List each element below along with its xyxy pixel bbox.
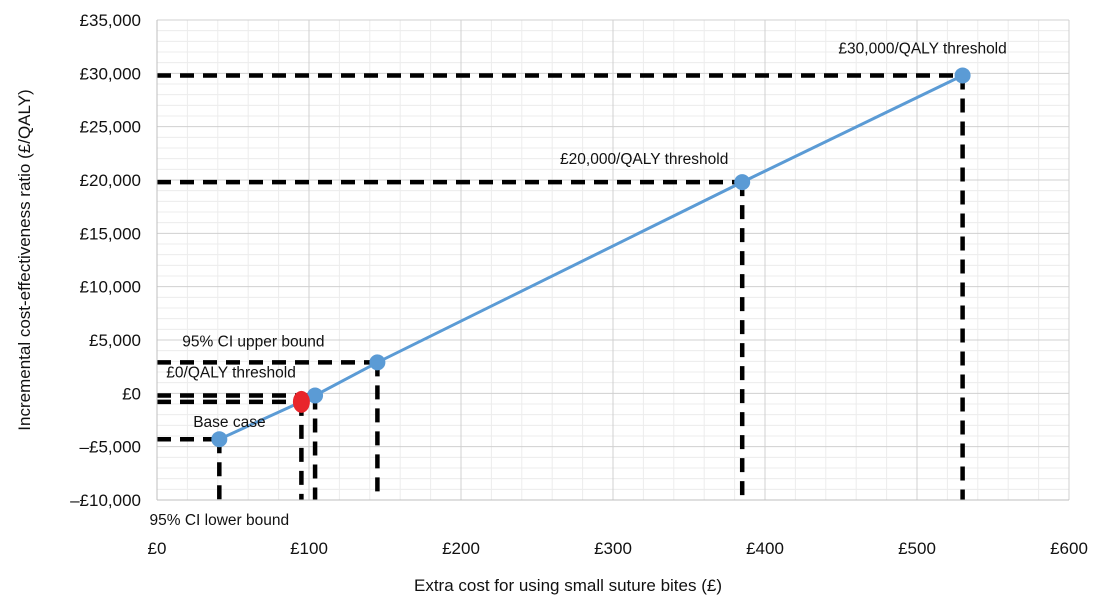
data-point (211, 431, 228, 448)
point-label: Base case (193, 414, 265, 431)
x-tick-label: £0 (148, 539, 167, 558)
y-tick-label: £25,000 (80, 118, 141, 137)
series-line (218, 74, 964, 441)
y-tick-label: £20,000 (80, 171, 141, 190)
point-labels: 95% CI lower bound £0/QALY threshold 95% C… (150, 40, 1007, 529)
reference-dashed-lines (157, 73, 965, 500)
data-point (734, 174, 751, 191)
y-tick-label: –£5,000 (80, 438, 141, 457)
point-label: £20,000/QALY threshold (560, 151, 728, 168)
axes: £0 £100 £200 £300 £400 £500 £600 –£10,000 –£5,00… (70, 11, 1088, 558)
x-axis-title: Extra cost for using small suture bites … (414, 576, 722, 595)
point-label: 95% CI upper bound (182, 333, 324, 350)
point-label: £30,000/QALY threshold (838, 40, 1006, 57)
y-axis-title: Incremental cost-effectiveness ratio (£/… (15, 89, 34, 430)
point-label: 95% CI lower bound (150, 512, 290, 529)
grid-lines (156, 19, 1070, 501)
x-tick-label: £500 (898, 539, 936, 558)
series (211, 67, 971, 448)
y-tick-label: £5,000 (89, 331, 141, 350)
base-case-marker (292, 390, 310, 413)
y-tick-label: £0 (122, 384, 141, 403)
y-tick-label: £10,000 (80, 278, 141, 297)
y-tick-label: £35,000 (80, 11, 141, 30)
y-tick-label: –£10,000 (70, 491, 141, 510)
x-tick-label: £600 (1050, 539, 1088, 558)
y-tick-label: £15,000 (80, 224, 141, 243)
x-tick-label: £400 (746, 539, 784, 558)
x-tick-label: £200 (442, 539, 480, 558)
x-tick-label: £300 (594, 539, 632, 558)
data-point (954, 67, 971, 84)
point-label: £0/QALY threshold (166, 364, 296, 381)
data-point (307, 387, 324, 404)
x-tick-label: £100 (290, 539, 328, 558)
data-point (369, 354, 386, 371)
y-tick-label: £30,000 (80, 64, 141, 83)
